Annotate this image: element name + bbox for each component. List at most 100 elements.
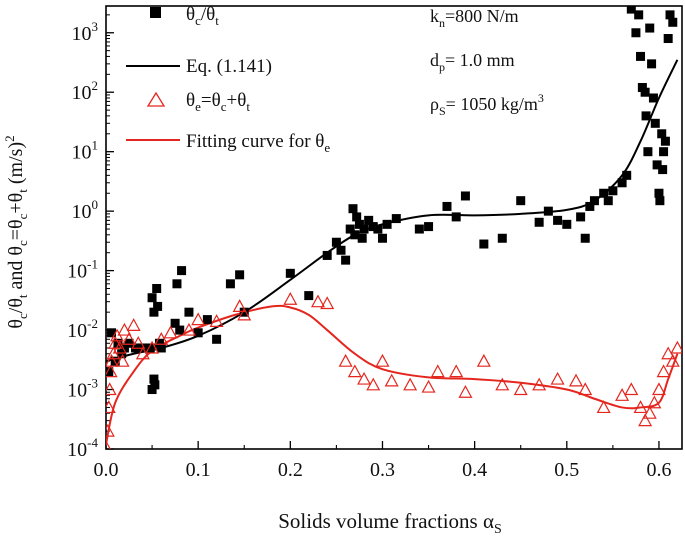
x-tick-label: 0.0 <box>94 459 119 481</box>
data-point-square <box>348 204 358 214</box>
data-point-triangle <box>191 312 206 326</box>
data-point-square <box>645 23 655 33</box>
data-point-square <box>634 10 644 20</box>
data-point-square <box>660 136 670 146</box>
data-point-triangle <box>106 400 116 414</box>
data-point-square <box>641 111 651 121</box>
data-point-square <box>147 293 157 303</box>
x-tick-label: 0.5 <box>554 459 579 481</box>
data-point-square <box>373 224 383 234</box>
data-point-square <box>150 380 160 390</box>
data-point-square <box>336 245 346 255</box>
x-axis-label: Solids volume fractions αS <box>278 509 502 537</box>
data-point-square <box>637 83 647 93</box>
data-point-triangle <box>647 395 662 409</box>
data-point-square <box>562 219 572 229</box>
series-layer <box>106 6 682 449</box>
data-point-square <box>652 160 662 170</box>
y-axis-label: θc/θt and θc=θc+θt (m/s)2 <box>2 135 30 328</box>
data-point-triangle <box>430 364 445 378</box>
data-point-square <box>175 325 185 335</box>
data-point-square <box>156 343 166 353</box>
data-point-square <box>636 51 646 61</box>
data-point-triangle <box>181 322 196 336</box>
data-point-square <box>117 349 127 359</box>
x-tick-label: 0.1 <box>186 459 211 481</box>
data-point-square <box>543 206 553 216</box>
data-point-square <box>154 338 164 348</box>
data-point-triangle <box>310 294 325 308</box>
data-point-square <box>626 6 636 14</box>
data-point-square <box>225 279 235 289</box>
data-point-square <box>341 255 351 265</box>
data-point-triangle <box>163 325 178 339</box>
y-tick-label: 102 <box>72 78 99 104</box>
x-tick-label: 0.6 <box>646 459 671 481</box>
series-line <box>106 304 679 445</box>
data-point-triangle <box>115 353 130 367</box>
data-point-triangle <box>569 373 584 387</box>
data-point-square <box>442 201 452 211</box>
data-point-triangle <box>638 413 653 427</box>
y-tick-label: 103 <box>72 19 99 45</box>
data-point-triangle <box>624 382 639 396</box>
parameters: kn=800 N/m dp= 1.0 mm ρS= 1050 kg/m3 <box>430 6 544 118</box>
data-point-square <box>304 291 314 301</box>
data-point-triangle <box>403 377 418 391</box>
param-rho: ρS= 1050 kg/m3 <box>430 91 544 118</box>
data-point-triangle <box>578 382 593 396</box>
data-point-triangle <box>670 340 682 354</box>
data-point-square <box>647 59 657 69</box>
data-point-square <box>235 270 245 280</box>
data-point-triangle <box>550 371 565 385</box>
legend-marker-theta-ratio <box>150 7 161 18</box>
data-point-square <box>479 239 489 249</box>
data-point-square <box>643 147 653 157</box>
data-point-square <box>106 367 114 377</box>
y-tick-label: 10-2 <box>67 316 98 342</box>
data-point-square <box>350 230 360 240</box>
data-point-triangle <box>513 382 528 396</box>
data-point-square <box>172 279 182 289</box>
data-point-triangle <box>421 379 436 393</box>
data-point-square <box>107 328 117 338</box>
data-point-triangle <box>320 296 335 310</box>
data-point-square <box>119 343 129 353</box>
data-point-square <box>451 212 461 222</box>
data-point-square <box>460 191 470 201</box>
data-point-triangle <box>665 353 680 367</box>
data-point-square <box>654 188 664 198</box>
data-point-square <box>516 196 526 206</box>
plot-area <box>105 5 683 450</box>
data-point-square <box>622 170 632 180</box>
data-point-square <box>659 147 669 157</box>
y-tick-label: 101 <box>72 138 99 164</box>
data-point-triangle <box>375 353 390 367</box>
data-point-square <box>650 118 660 128</box>
data-point-triangle <box>596 400 611 414</box>
data-point-triangle <box>458 385 473 398</box>
data-point-triangle <box>106 364 118 378</box>
data-point-square <box>147 385 157 395</box>
data-point-square <box>424 222 434 232</box>
data-point-square <box>668 17 678 27</box>
data-point-triangle <box>237 307 252 321</box>
data-point-triangle <box>232 299 247 313</box>
data-point-square <box>576 212 586 222</box>
data-point-square <box>152 284 162 294</box>
data-point-square <box>640 87 650 97</box>
data-point-square <box>331 237 341 247</box>
data-point-triangle <box>347 364 362 378</box>
data-point-triangle <box>106 353 119 367</box>
data-point-triangle <box>106 423 115 437</box>
y-tick-labels: 10-4 10-3 10-2 10-1 100 101 102 103 <box>67 19 98 461</box>
data-point-square <box>648 93 658 103</box>
data-point-square <box>193 328 203 338</box>
data-point-square <box>239 307 249 317</box>
legend-label-theta-ratio: θc/θt <box>186 4 219 28</box>
data-point-triangle <box>642 405 657 419</box>
x-tick-labels: 0.0 0.1 0.2 0.3 0.4 0.5 0.6 <box>94 459 672 481</box>
data-point-square <box>364 215 374 225</box>
y-tick-label: 10-1 <box>67 257 98 283</box>
data-point-square <box>202 315 212 325</box>
